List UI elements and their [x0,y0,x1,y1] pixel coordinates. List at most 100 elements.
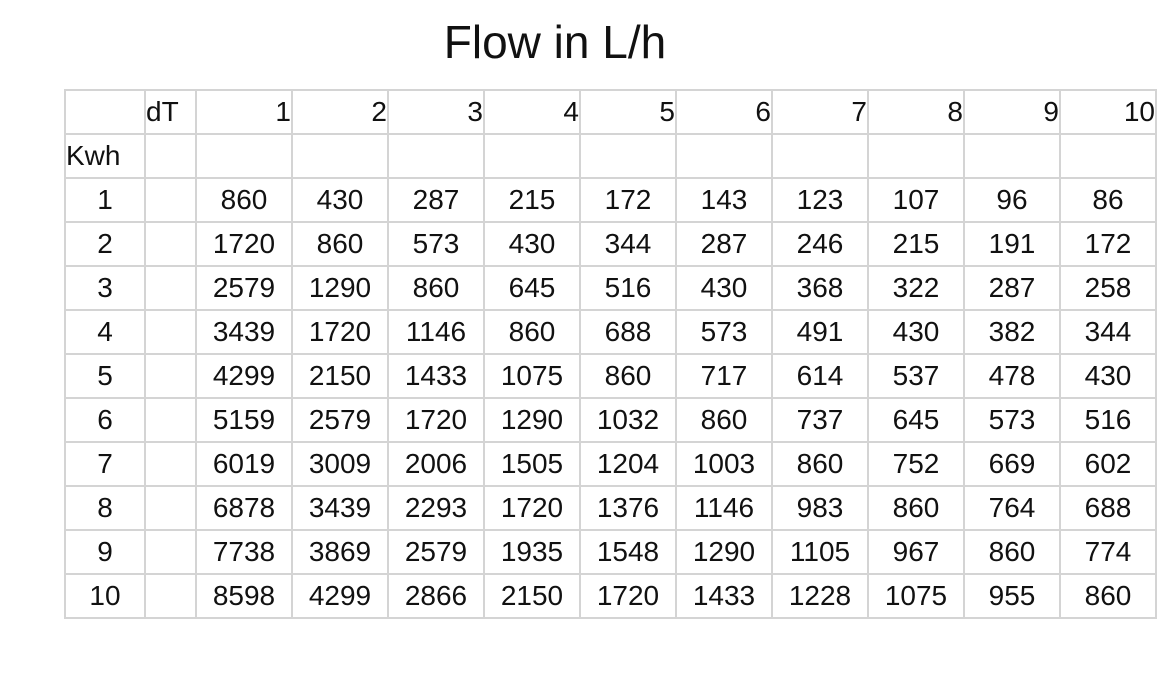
flow-value-cell: 717 [675,353,773,399]
flow-value-cell: 669 [963,441,1061,487]
flow-value-cell: 287 [387,177,485,223]
flow-value-cell: 1720 [579,573,677,619]
flow-value-cell: 860 [291,221,389,267]
dt-header-1: 1 [195,89,293,135]
flow-value-cell: 1720 [387,397,485,443]
flow-value-cell: 2293 [387,485,485,531]
kwh-row-label: 8 [64,485,146,531]
flow-value-cell: 430 [675,265,773,311]
dt-header-3: 3 [387,89,485,135]
flow-value-cell: 2150 [483,573,581,619]
dt-header-4: 4 [483,89,581,135]
table-row: 6 5159 2579 1720 1290 1032 860 737 645 573 516 [64,397,1157,443]
flow-value-cell: 430 [291,177,389,223]
flow-value-cell: 573 [387,221,485,267]
flow-value-cell: 6878 [195,485,293,531]
empty-cell [144,177,197,223]
flow-value-cell: 1075 [867,573,965,619]
flow-value-cell: 1146 [675,485,773,531]
empty-cell [144,397,197,443]
dt-header-10: 10 [1059,89,1157,135]
flow-value-cell: 2579 [195,265,293,311]
flow-value-cell: 491 [771,309,869,355]
flow-value-cell: 860 [867,485,965,531]
flow-value-cell: 107 [867,177,965,223]
flow-value-cell: 967 [867,529,965,575]
flow-value-cell: 1003 [675,441,773,487]
flow-value-cell: 1290 [291,265,389,311]
empty-cell [144,529,197,575]
empty-cell [867,133,965,179]
flow-value-cell: 382 [963,309,1061,355]
kwh-row-label: 1 [64,177,146,223]
flow-value-cell: 1505 [483,441,581,487]
flow-value-cell: 516 [579,265,677,311]
empty-cell [144,573,197,619]
kwh-row-label: 2 [64,221,146,267]
table-row: 2 1720 860 573 430 344 287 246 215 191 172 [64,221,1157,267]
table-title: Flow in L/h [443,16,667,68]
flow-value-cell: 172 [1059,221,1157,267]
dt-header-2: 2 [291,89,389,135]
flow-value-cell: 614 [771,353,869,399]
flow-value-cell: 860 [963,529,1061,575]
flow-value-cell: 1376 [579,485,677,531]
flow-value-cell: 287 [963,265,1061,311]
flow-value-cell: 86 [1059,177,1157,223]
flow-value-cell: 764 [963,485,1061,531]
flow-value-cell: 258 [1059,265,1157,311]
flow-value-cell: 123 [771,177,869,223]
empty-cell [144,309,197,355]
dt-header-6: 6 [675,89,773,135]
flow-table: dT 1 2 3 4 5 6 7 8 9 10 Kwh 1 860 430 287 21 [64,89,1157,619]
flow-value-cell: 1032 [579,397,677,443]
flow-value-cell: 2866 [387,573,485,619]
empty-cell [144,265,197,311]
kwh-row-label: 7 [64,441,146,487]
flow-value-cell: 143 [675,177,773,223]
empty-cell [1059,133,1157,179]
flow-value-cell: 860 [675,397,773,443]
kwh-row-label: 6 [64,397,146,443]
flow-value-cell: 4299 [291,573,389,619]
empty-cell [144,485,197,531]
flow-value-cell: 1228 [771,573,869,619]
flow-value-cell: 1105 [771,529,869,575]
flow-value-cell: 478 [963,353,1061,399]
flow-value-cell: 774 [1059,529,1157,575]
flow-value-cell: 1204 [579,441,677,487]
kwh-row-label: 4 [64,309,146,355]
flow-value-cell: 322 [867,265,965,311]
flow-value-cell: 752 [867,441,965,487]
flow-value-cell: 215 [483,177,581,223]
flow-value-cell: 860 [579,353,677,399]
flow-value-cell: 96 [963,177,1061,223]
flow-value-cell: 688 [1059,485,1157,531]
flow-value-cell: 737 [771,397,869,443]
flow-value-cell: 3439 [195,309,293,355]
flow-value-cell: 1290 [483,397,581,443]
flow-value-cell: 2006 [387,441,485,487]
flow-value-cell: 860 [1059,573,1157,619]
flow-value-cell: 3009 [291,441,389,487]
flow-value-cell: 430 [483,221,581,267]
kwh-row-label: 3 [64,265,146,311]
table-row: 5 4299 2150 1433 1075 860 717 614 537 478 430 [64,353,1157,399]
empty-cell [144,133,197,179]
empty-cell [144,441,197,487]
flow-value-cell: 3869 [291,529,389,575]
empty-cell [579,133,677,179]
kwh-row-label: 5 [64,353,146,399]
flow-value-cell: 3439 [291,485,389,531]
empty-cell [675,133,773,179]
kwh-header-label: Kwh [64,133,146,179]
flow-value-cell: 1290 [675,529,773,575]
flow-value-cell: 246 [771,221,869,267]
table-row: 10 8598 4299 2866 2150 1720 1433 1228 1075 955 860 [64,573,1157,619]
flow-value-cell: 955 [963,573,1061,619]
dt-header-8: 8 [867,89,965,135]
flow-value-cell: 537 [867,353,965,399]
flow-value-cell: 287 [675,221,773,267]
header-row: dT 1 2 3 4 5 6 7 8 9 10 [64,89,1157,135]
flow-value-cell: 344 [579,221,677,267]
